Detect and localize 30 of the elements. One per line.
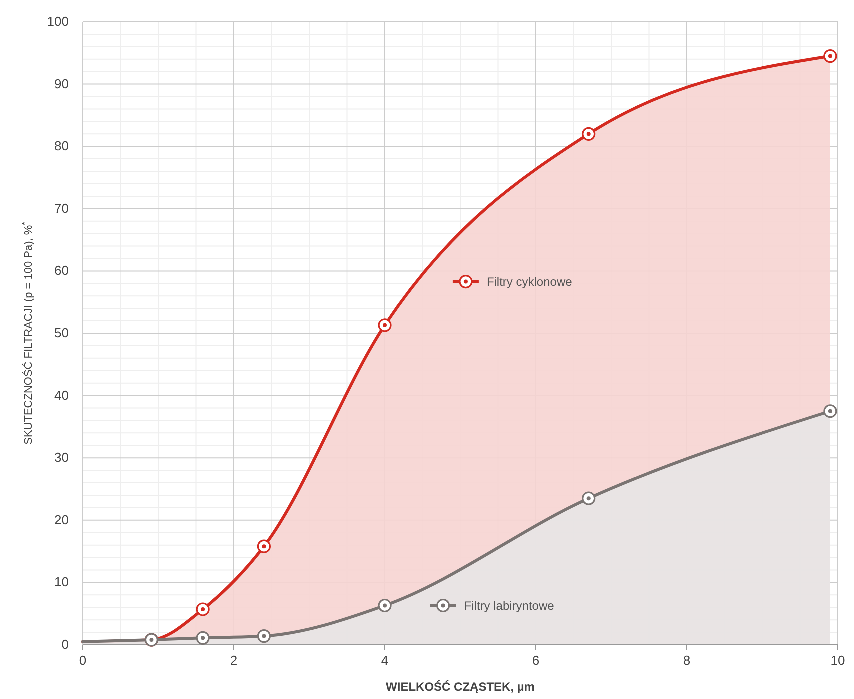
y-tick-label: 70: [54, 200, 69, 216]
point: [582, 127, 596, 141]
legend-label: Filtry cyklonowe: [486, 274, 573, 289]
y-tick-label: 40: [54, 388, 69, 403]
y-tick-label: 30: [54, 450, 69, 466]
point: [378, 318, 392, 332]
y-tick-label: 100: [47, 14, 69, 29]
y-tick-label: 0: [62, 637, 69, 652]
point: [257, 540, 271, 554]
x-axis-title: WIELKOŚĆ CZĄSTEK, µm: [386, 680, 535, 694]
point: [257, 629, 271, 644]
x-tick-label: 2: [230, 653, 238, 668]
point: [378, 598, 392, 613]
x-tick-label: 10: [830, 653, 846, 668]
legend-label: Filtry labiryntowe: [464, 598, 555, 613]
point: [824, 404, 838, 418]
x-tick-label: 8: [683, 653, 691, 668]
point: [824, 49, 838, 64]
y-tick-label: 60: [54, 263, 69, 278]
x-tick-label: 0: [79, 653, 87, 668]
y-tick-label: 10: [54, 574, 69, 590]
y-tick-label: 90: [54, 76, 69, 92]
y-tick-label: 20: [54, 512, 69, 528]
x-tick-label: 4: [381, 653, 389, 668]
y-tick-label: 80: [54, 138, 69, 154]
point: [196, 631, 210, 645]
point: [196, 602, 210, 616]
y-tick-label: 50: [54, 326, 69, 340]
x-tick-label: 6: [532, 653, 540, 668]
point: [582, 492, 596, 506]
